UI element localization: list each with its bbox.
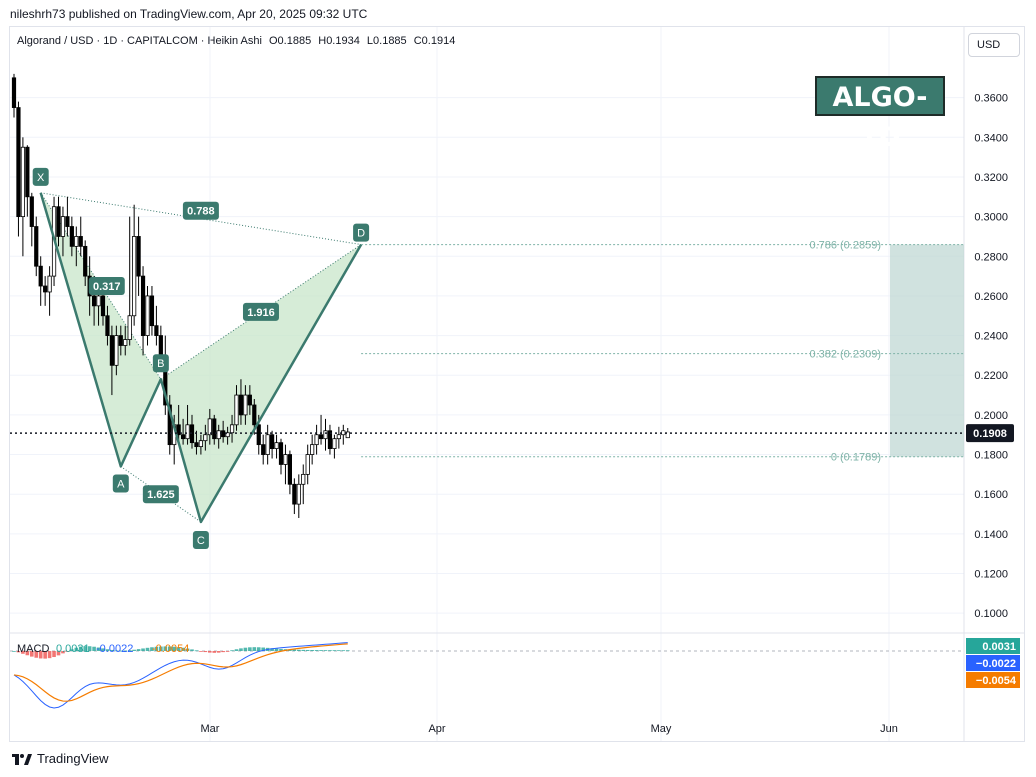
chart-title-badge: ALGO-1D [815, 76, 945, 153]
low-value: L0.1885 [366, 35, 407, 47]
symbol-label[interactable]: Algorand / USD · 1D · CAPITALCOM · Heiki… [17, 35, 262, 47]
high-value: H0.1934 [318, 35, 360, 47]
footer-brand[interactable]: TradingView [12, 751, 109, 766]
close-value: C0.1914 [413, 35, 456, 47]
publisher-line: nileshrh73 published on TradingView.com,… [10, 7, 368, 21]
tradingview-logo-icon [12, 753, 32, 765]
chart-frame [9, 26, 1025, 742]
footer-brand-label: TradingView [37, 751, 109, 766]
open-value: O0.1885 [268, 35, 312, 47]
currency-button[interactable]: USD [968, 33, 1020, 57]
symbol-legend: Algorand / USD · 1D · CAPITALCOM · Heiki… [17, 35, 459, 47]
